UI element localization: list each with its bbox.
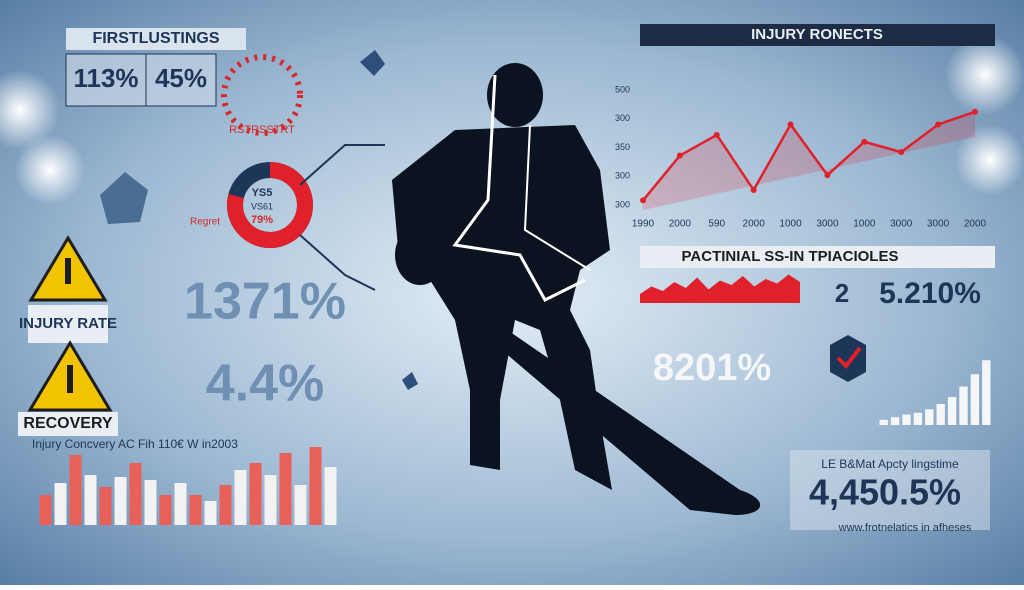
y-tick-label: 300: [615, 113, 630, 123]
y-tick-label: 300: [615, 171, 630, 181]
bar-chart: [39, 447, 337, 525]
bar: [309, 447, 322, 525]
x-tick-label: 2000: [669, 219, 692, 230]
bar: [279, 453, 292, 525]
line-title-bar: [640, 24, 995, 46]
x-tick-label: 3000: [890, 219, 913, 230]
bar: [219, 485, 232, 525]
bar: [99, 487, 112, 525]
point: [861, 138, 868, 145]
bar: [174, 483, 187, 525]
y-tick-label: 350: [615, 142, 630, 152]
player: [392, 63, 761, 515]
x-tick-label: 3000: [927, 219, 950, 230]
x-tick-label: 3000: [816, 219, 839, 230]
bar: [324, 467, 337, 525]
section-value: 5.210%: [879, 277, 981, 310]
bar: [294, 485, 307, 525]
big-stat: 1371%: [184, 273, 346, 331]
bar: [54, 483, 67, 525]
line: [642, 110, 976, 202]
bar: [264, 475, 277, 525]
donut-text: 79%: [251, 214, 273, 226]
bottom-footer: www.frotnelatics in afheses: [838, 522, 972, 534]
bar: [890, 417, 900, 425]
x-tick-label: 1000: [853, 219, 876, 230]
section-header: [640, 246, 995, 268]
bar: [879, 419, 888, 425]
bar: [159, 495, 172, 525]
point: [935, 121, 942, 128]
bar: [902, 414, 911, 425]
bar: [129, 463, 142, 525]
mid-stat: 8201%: [653, 347, 771, 389]
panel-value: 45%: [155, 63, 207, 93]
bar: [204, 501, 217, 525]
area-chart: [640, 274, 800, 303]
bar: [69, 455, 82, 525]
panel-header: [66, 28, 246, 50]
point: [713, 131, 720, 138]
line-title: INJURY RONECTS: [751, 26, 883, 43]
donut: YS5 VS61 79% Regret: [190, 162, 313, 248]
point: [898, 149, 905, 156]
x-tick-label: 2000: [743, 219, 766, 230]
point: [750, 187, 757, 194]
point: [676, 152, 683, 159]
x-tick-label: 1000: [779, 219, 802, 230]
section-index: 2: [835, 278, 849, 308]
panel-box: [65, 53, 217, 107]
section-title: PACTINIAL SS-IN TPIACIOLES: [682, 248, 899, 265]
bottom-title: LE B&Mat Apcty lingstime: [821, 457, 959, 471]
bottom-panel: [790, 450, 990, 530]
bar: [39, 495, 52, 525]
ring: [221, 54, 303, 136]
bar: [913, 412, 923, 425]
panel-title: FIRSTLUSTINGS: [92, 30, 219, 47]
point: [824, 172, 831, 179]
point: [640, 197, 646, 204]
shape: [100, 172, 148, 224]
bar: [970, 374, 980, 425]
warning-icon: INJURY RATE RECOVERY: [18, 235, 118, 436]
x-tick-label: 2000: [964, 219, 987, 230]
bar: [947, 397, 957, 425]
warning-label: INJURY RATE: [19, 315, 117, 332]
donut-label: Regret: [190, 217, 220, 228]
bar: [234, 470, 247, 525]
caption: Injury Concvery AC Fih 110€ W in2003: [32, 437, 238, 451]
donut-text: YS5: [252, 187, 273, 199]
x-tick-label: 590: [708, 219, 725, 230]
panel-value: 113%: [73, 63, 138, 93]
bar-chart: [879, 360, 991, 425]
bar: [114, 477, 127, 525]
point: [787, 121, 794, 128]
ring-text: RSTRSSTRT: [229, 124, 295, 136]
point: [972, 108, 978, 115]
bar: [925, 409, 934, 425]
donut-slice: [227, 162, 313, 248]
bar: [189, 495, 202, 525]
lights: [0, 35, 1024, 205]
bottom-value: 4,450.5%: [809, 472, 961, 513]
y-tick-label: 300: [615, 199, 630, 209]
donut-text: VS61: [251, 201, 273, 211]
bar: [936, 404, 945, 425]
bar: [959, 386, 968, 425]
warning-label: RECOVERY: [23, 415, 113, 432]
bar: [982, 360, 991, 425]
bar: [84, 475, 97, 525]
y-tick-label: 500: [615, 84, 630, 94]
x-tick-label: 1990: [632, 219, 655, 230]
bar: [249, 463, 262, 525]
big-stat: 4.4%: [206, 355, 325, 413]
area: [640, 274, 800, 303]
bar: [144, 480, 157, 525]
band: [643, 111, 975, 210]
